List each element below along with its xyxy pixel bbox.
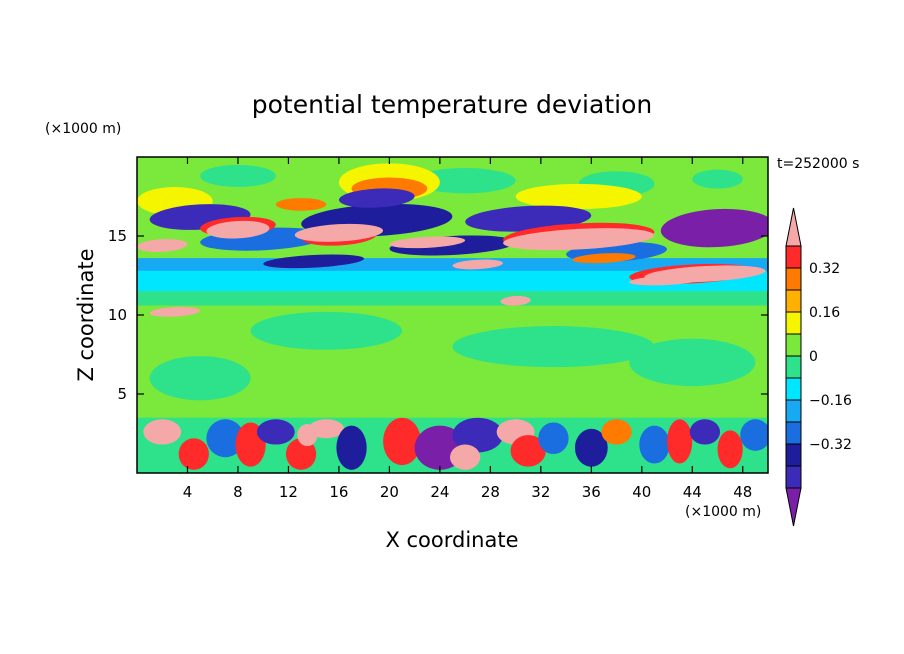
x-tick-label: 44 [683, 483, 702, 501]
x-axis-ticks: 4 8 12 16 20 24 28 32 36 40 44 48 [183, 157, 752, 501]
lower-structure [206, 419, 245, 458]
lower-structure [510, 435, 546, 467]
lower-structure [297, 424, 318, 447]
upper-structure [452, 259, 503, 270]
light-band [137, 291, 768, 306]
y-tick-label: 10 [108, 306, 127, 324]
x-tick-label: 4 [183, 483, 193, 501]
upper-structure [389, 236, 466, 249]
colorbar-segment [785, 245, 802, 269]
y-unit-label: (×1000 m) [45, 121, 121, 137]
lower-structure [667, 419, 693, 464]
upper-structure [500, 295, 531, 306]
colorbar-extend-high [785, 207, 802, 247]
colorbar-segment [785, 289, 802, 313]
upper-structure [629, 275, 705, 286]
lower-structure [452, 417, 503, 453]
chart-title: potential temperature deviation [252, 90, 652, 119]
upper-structure [572, 253, 636, 264]
light-patch [250, 311, 403, 350]
colorbar-segment [785, 443, 802, 467]
orange-patch [275, 198, 327, 211]
yellow-patch [515, 183, 642, 210]
light-patch [692, 169, 743, 189]
light-patch [414, 168, 516, 194]
lower-structure [308, 419, 344, 439]
light-patch [149, 356, 251, 401]
upper-structure [149, 306, 201, 317]
x-unit-label: (×1000 m) [685, 504, 761, 520]
contour-field [137, 157, 768, 473]
x-tick-label: 28 [481, 483, 500, 501]
lower-structure [143, 419, 182, 445]
light-patch [629, 338, 756, 387]
lower-structure [336, 425, 367, 470]
lower-structure [717, 430, 743, 469]
lower-structure [639, 425, 670, 464]
colorbar-extend-low [785, 487, 802, 527]
y-axis-label: Z coordinate [74, 248, 98, 381]
time-label: t=252000 s [777, 156, 859, 172]
colorbar-segment [785, 377, 802, 401]
colorbar-segment [785, 421, 802, 445]
colorbar: 0.32 0.16 0 −0.16 −0.32 [785, 207, 852, 527]
upper-structure [338, 188, 415, 208]
y-tick-label: 5 [117, 385, 127, 403]
colorbar-tick-label: −0.16 [809, 393, 852, 409]
lower-structure [601, 419, 632, 445]
light-patch [452, 326, 655, 368]
lower-structure [256, 419, 295, 445]
x-tick-label: 20 [380, 483, 399, 501]
lower-structure [538, 422, 569, 455]
upper-structure [660, 208, 768, 248]
colorbar-tick-label: 0.32 [809, 261, 840, 277]
x-axis-label: X coordinate [385, 528, 518, 552]
colorbar-tick-label: −0.32 [809, 437, 852, 453]
light-patch [200, 164, 276, 188]
x-tick-label: 48 [733, 483, 752, 501]
x-tick-label: 32 [531, 483, 550, 501]
x-tick-label: 24 [430, 483, 449, 501]
x-tick-label: 8 [233, 483, 243, 501]
colorbar-segment [785, 267, 802, 291]
lower-structure [383, 417, 421, 466]
colorbar-tick-label: 0.16 [809, 305, 840, 321]
x-tick-label: 40 [632, 483, 651, 501]
x-tick-label: 12 [279, 483, 298, 501]
colorbar-segment [785, 333, 802, 357]
colorbar-segment [785, 399, 802, 423]
lower-structure [285, 438, 317, 470]
colorbar-segment [785, 355, 802, 379]
upper-structure [503, 228, 655, 251]
lower-structure [574, 428, 608, 467]
y-tick-label: 15 [108, 227, 127, 245]
x-tick-label: 16 [329, 483, 348, 501]
colorbar-tick-label: 0 [809, 349, 818, 365]
lower-structure [689, 419, 721, 445]
upper-structure [263, 254, 365, 269]
upper-structure [206, 220, 270, 239]
lower-structure [178, 438, 209, 470]
y-axis-ticks: 5 10 15 [108, 227, 768, 403]
x-tick-label: 36 [582, 483, 601, 501]
upper-structure [137, 239, 188, 252]
colorbar-segment [785, 465, 802, 489]
upper-structure [294, 223, 384, 242]
colorbar-segment [785, 311, 802, 335]
lower-structure [740, 419, 768, 451]
lower-structure [449, 444, 481, 470]
